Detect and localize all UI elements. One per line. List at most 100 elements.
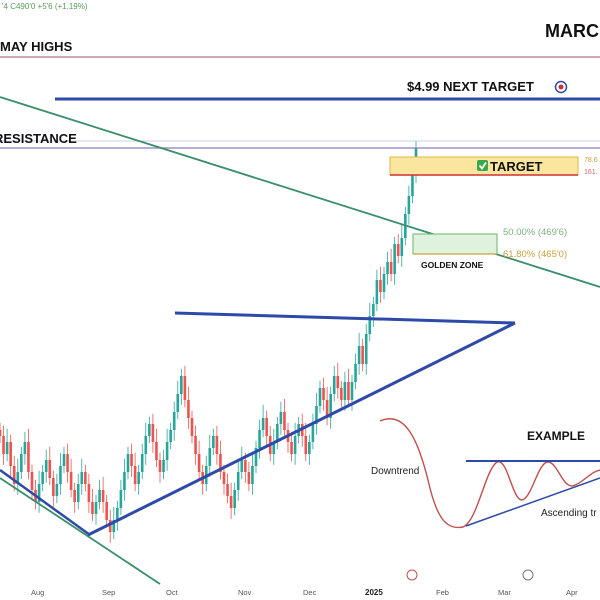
candle <box>101 490 105 502</box>
candle <box>133 466 137 484</box>
candle <box>126 454 130 472</box>
candle <box>137 472 140 484</box>
lower-left-support-line <box>0 468 91 537</box>
candles-group <box>0 140 418 543</box>
candle <box>108 520 112 532</box>
candle <box>293 436 297 454</box>
fib-top-label-2: 161. <box>584 169 598 176</box>
candle <box>226 484 229 496</box>
x-axis: Aug Sep Oct Nov Dec 2025 Feb Mar Apr <box>31 588 578 597</box>
candle <box>172 412 176 430</box>
candle <box>91 502 94 514</box>
event-marker-icon <box>406 569 534 581</box>
candle <box>194 436 197 454</box>
candle <box>361 346 364 364</box>
candle <box>311 424 315 442</box>
candle <box>261 418 265 430</box>
candle <box>244 460 247 472</box>
candle <box>304 436 308 454</box>
candle <box>140 454 144 472</box>
candle <box>16 472 20 484</box>
example-downtrend-label: Downtrend <box>371 466 419 477</box>
triangle-rising-line <box>87 321 516 537</box>
x-tick-label: Sep <box>102 588 115 597</box>
candle <box>212 436 215 448</box>
x-tick-label: Apr <box>566 588 578 597</box>
candle <box>322 388 325 400</box>
candle <box>105 502 108 520</box>
candle <box>400 238 404 256</box>
candle <box>332 376 336 394</box>
candle <box>386 262 389 274</box>
candle <box>283 412 286 430</box>
fib-top-label-1: 78.6 <box>584 157 598 164</box>
candle <box>155 442 158 460</box>
fib-618-label: 61.80% (465'0) <box>503 249 567 260</box>
candle <box>52 478 55 496</box>
triangle-top-line <box>174 311 516 325</box>
candle <box>254 448 258 466</box>
example-downtrend-curve <box>379 418 600 529</box>
candle <box>379 280 382 292</box>
candle <box>130 454 133 466</box>
golden-zone-label: GOLDEN ZONE <box>421 260 484 270</box>
candle <box>169 430 172 442</box>
candle <box>123 472 126 490</box>
candle <box>66 454 69 472</box>
candle <box>229 496 233 508</box>
target-check-mark <box>478 162 487 171</box>
candle <box>69 472 73 490</box>
x-tick-label: Nov <box>238 588 252 597</box>
candle <box>23 442 27 454</box>
x-tick-label: Feb <box>436 588 449 597</box>
candle <box>407 196 411 214</box>
candle <box>290 442 293 454</box>
candle <box>215 436 219 454</box>
candle <box>247 472 251 484</box>
candle <box>41 472 44 484</box>
candle <box>315 406 318 424</box>
candle <box>76 484 80 502</box>
candle <box>144 436 148 454</box>
candle <box>87 484 91 502</box>
candle <box>343 382 347 400</box>
candle <box>222 472 226 484</box>
candle <box>393 244 396 274</box>
candle <box>389 262 393 274</box>
target-label: TARGET <box>490 159 543 174</box>
x-tick-label: Aug <box>31 588 44 597</box>
example-title: EXAMPLE <box>527 429 585 443</box>
candle <box>165 442 169 460</box>
long-downtrend-line <box>0 96 600 288</box>
candle <box>116 508 119 520</box>
candle <box>176 394 180 412</box>
candle <box>37 484 41 502</box>
candle <box>5 442 9 454</box>
candle <box>151 424 155 442</box>
candle <box>62 454 66 466</box>
candle <box>112 520 116 532</box>
candle <box>272 442 276 454</box>
lower-left-trend-line <box>0 477 161 585</box>
candle <box>347 382 350 400</box>
candle <box>148 424 151 436</box>
x-tick-label: Mar <box>498 588 511 597</box>
candle <box>9 442 12 466</box>
example-ascending-label: Ascending tr <box>541 508 597 519</box>
x-tick-label: Oct <box>166 588 179 597</box>
candle <box>183 376 187 400</box>
candle <box>98 490 101 502</box>
candle <box>55 484 59 496</box>
candle <box>84 472 87 484</box>
candle <box>329 394 332 418</box>
candle <box>48 460 52 478</box>
candle <box>94 502 98 514</box>
candle <box>382 274 386 292</box>
resistance-label: RESISTANCE <box>0 131 77 146</box>
candle <box>325 400 329 418</box>
next-target-label: $4.99 NEXT TARGET <box>407 79 534 94</box>
golden-zone-box <box>412 233 498 255</box>
example-rising-line <box>465 477 600 527</box>
